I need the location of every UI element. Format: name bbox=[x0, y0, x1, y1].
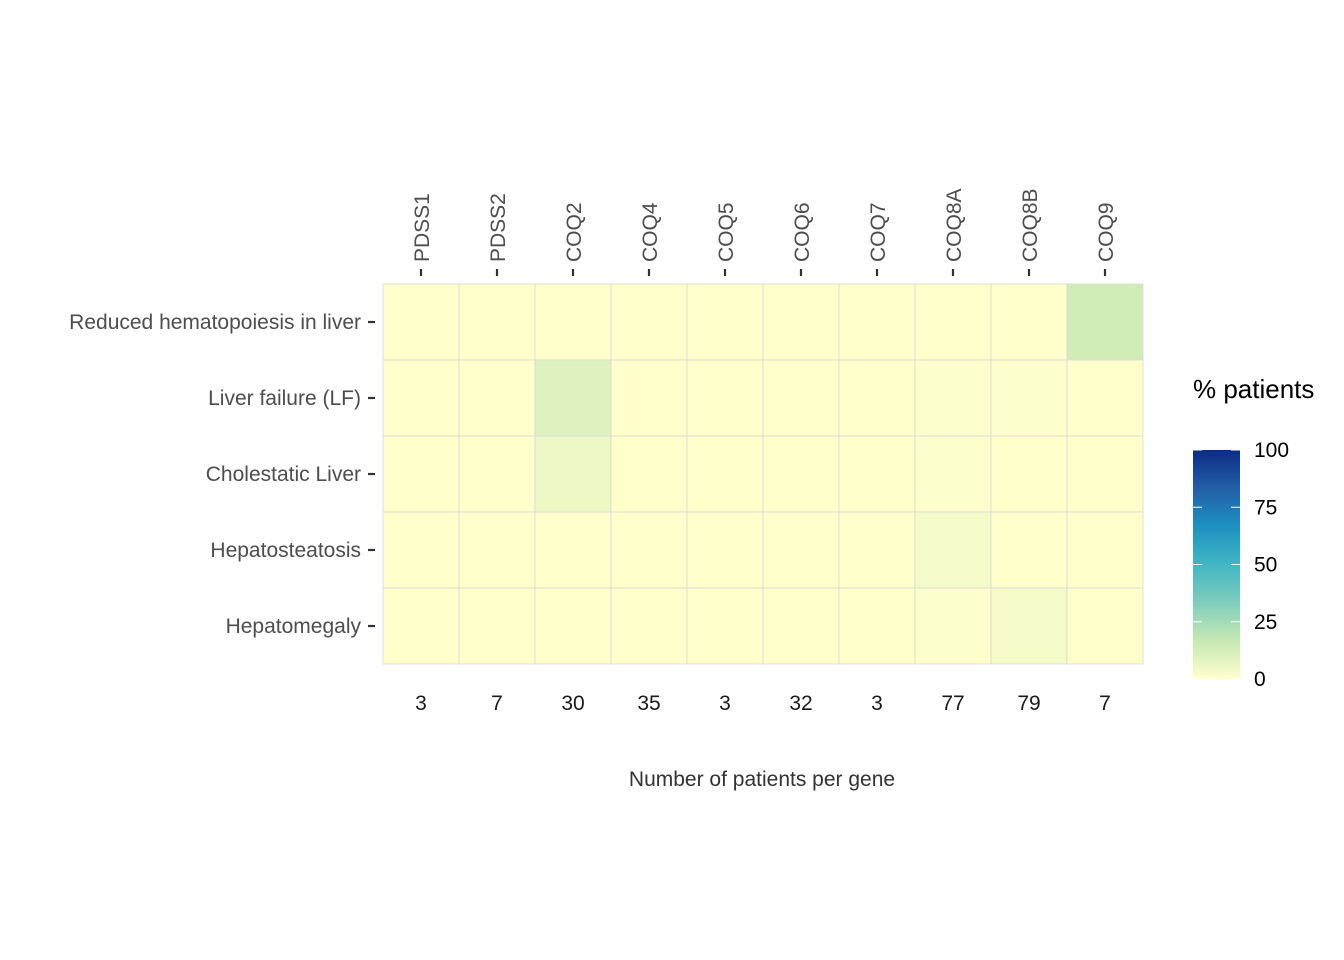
row-label: Hepatosteatosis bbox=[210, 539, 361, 562]
heatmap-cell bbox=[1066, 511, 1144, 589]
legend-tick-label: 25 bbox=[1254, 611, 1277, 634]
heatmap-cell bbox=[762, 283, 840, 361]
heatmap-cell bbox=[610, 587, 688, 665]
column-label: PDSS1 bbox=[411, 193, 434, 262]
heatmap-cell bbox=[914, 283, 992, 361]
heatmap-cell bbox=[762, 435, 840, 513]
patient-count-label: 3 bbox=[871, 692, 883, 715]
heatmap-cell bbox=[1066, 359, 1144, 437]
heatmap-cell bbox=[382, 435, 460, 513]
heatmap-cells bbox=[382, 283, 1144, 665]
heatmap-cell bbox=[914, 587, 992, 665]
heatmap-cell bbox=[382, 587, 460, 665]
heatmap-cell bbox=[1066, 587, 1144, 665]
row-label: Reduced hematopoiesis in liver bbox=[69, 311, 361, 334]
heatmap-cell bbox=[458, 359, 536, 437]
phenotype-row-labels: Reduced hematopoiesis in liver Liver fail… bbox=[69, 311, 375, 638]
heatmap-cell bbox=[382, 283, 460, 361]
patient-count-label: 3 bbox=[415, 692, 427, 715]
patient-count-label: 30 bbox=[561, 692, 584, 715]
column-label: COQ6 bbox=[791, 202, 814, 262]
legend-ticks: 0 25 50 75 100 bbox=[1193, 439, 1289, 691]
patient-count-label: 7 bbox=[491, 692, 503, 715]
heatmap-cell bbox=[610, 283, 688, 361]
x-axis-title: Number of patients per gene bbox=[629, 768, 895, 791]
color-legend: % patients 0 25 50 75 100 bbox=[1193, 374, 1314, 691]
legend-tick-label: 50 bbox=[1254, 554, 1277, 577]
heatmap-cell bbox=[458, 435, 536, 513]
heatmap-cell bbox=[382, 359, 460, 437]
heatmap-cell bbox=[610, 359, 688, 437]
heatmap-cell bbox=[762, 511, 840, 589]
patient-count-label: 7 bbox=[1099, 692, 1111, 715]
gene-column-labels: PDSS1 PDSS2 COQ2 COQ4 COQ5 COQ6 COQ7 COQ8A COQ8B… bbox=[411, 188, 1118, 276]
heatmap-cell bbox=[534, 283, 612, 361]
row-label: Liver failure (LF) bbox=[208, 387, 361, 410]
heatmap-cell bbox=[838, 359, 916, 437]
heatmap-cell bbox=[838, 435, 916, 513]
patient-count-label: 3 bbox=[719, 692, 731, 715]
legend-title: % patients bbox=[1193, 374, 1314, 404]
heatmap-cell bbox=[686, 359, 764, 437]
column-label: COQ5 bbox=[715, 202, 738, 262]
heatmap-cell bbox=[914, 359, 992, 437]
column-label: COQ2 bbox=[563, 202, 586, 262]
legend-tick-label: 75 bbox=[1254, 496, 1277, 519]
heatmap-cell bbox=[990, 511, 1068, 589]
heatmap-cell bbox=[534, 359, 612, 437]
heatmap-cell bbox=[458, 511, 536, 589]
column-label: COQ9 bbox=[1095, 202, 1118, 262]
patient-count-label: 35 bbox=[637, 692, 660, 715]
heatmap-cell bbox=[610, 435, 688, 513]
heatmap-cell bbox=[990, 587, 1068, 665]
heatmap-cell bbox=[990, 435, 1068, 513]
heatmap-cell bbox=[838, 587, 916, 665]
patient-count-labels: 3 7 30 35 3 32 3 77 79 7 bbox=[415, 692, 1111, 715]
patient-count-label: 77 bbox=[941, 692, 964, 715]
heatmap-cell bbox=[838, 511, 916, 589]
patient-count-label: 32 bbox=[789, 692, 812, 715]
heatmap-cell bbox=[762, 359, 840, 437]
heatmap-cell bbox=[382, 511, 460, 589]
heatmap-cell bbox=[686, 283, 764, 361]
row-label: Hepatomegaly bbox=[226, 615, 362, 638]
heatmap-cell bbox=[990, 359, 1068, 437]
heatmap-cell bbox=[610, 511, 688, 589]
heatmap-cell bbox=[686, 435, 764, 513]
heatmap-cell bbox=[686, 511, 764, 589]
column-label: COQ8A bbox=[943, 188, 966, 262]
heatmap-cell bbox=[534, 435, 612, 513]
heatmap-cell bbox=[1066, 435, 1144, 513]
column-label: COQ8B bbox=[1019, 188, 1042, 262]
heatmap-cell bbox=[534, 511, 612, 589]
column-label: PDSS2 bbox=[487, 193, 510, 262]
heatmap-cell bbox=[458, 283, 536, 361]
column-label: COQ4 bbox=[639, 202, 662, 262]
heatmap-cell bbox=[990, 283, 1068, 361]
heatmap-cell bbox=[534, 587, 612, 665]
legend-tick-label: 100 bbox=[1254, 439, 1289, 462]
heatmap-cell bbox=[686, 587, 764, 665]
row-label: Cholestatic Liver bbox=[206, 463, 361, 486]
heatmap-cell bbox=[1066, 283, 1144, 361]
heatmap-cell bbox=[762, 587, 840, 665]
heatmap-cell bbox=[914, 511, 992, 589]
heatmap-cell bbox=[838, 283, 916, 361]
heatmap-cell bbox=[914, 435, 992, 513]
column-label: COQ7 bbox=[867, 202, 890, 262]
patient-count-label: 79 bbox=[1017, 692, 1040, 715]
heatmap-cell bbox=[458, 587, 536, 665]
legend-tick-label: 0 bbox=[1254, 668, 1266, 691]
